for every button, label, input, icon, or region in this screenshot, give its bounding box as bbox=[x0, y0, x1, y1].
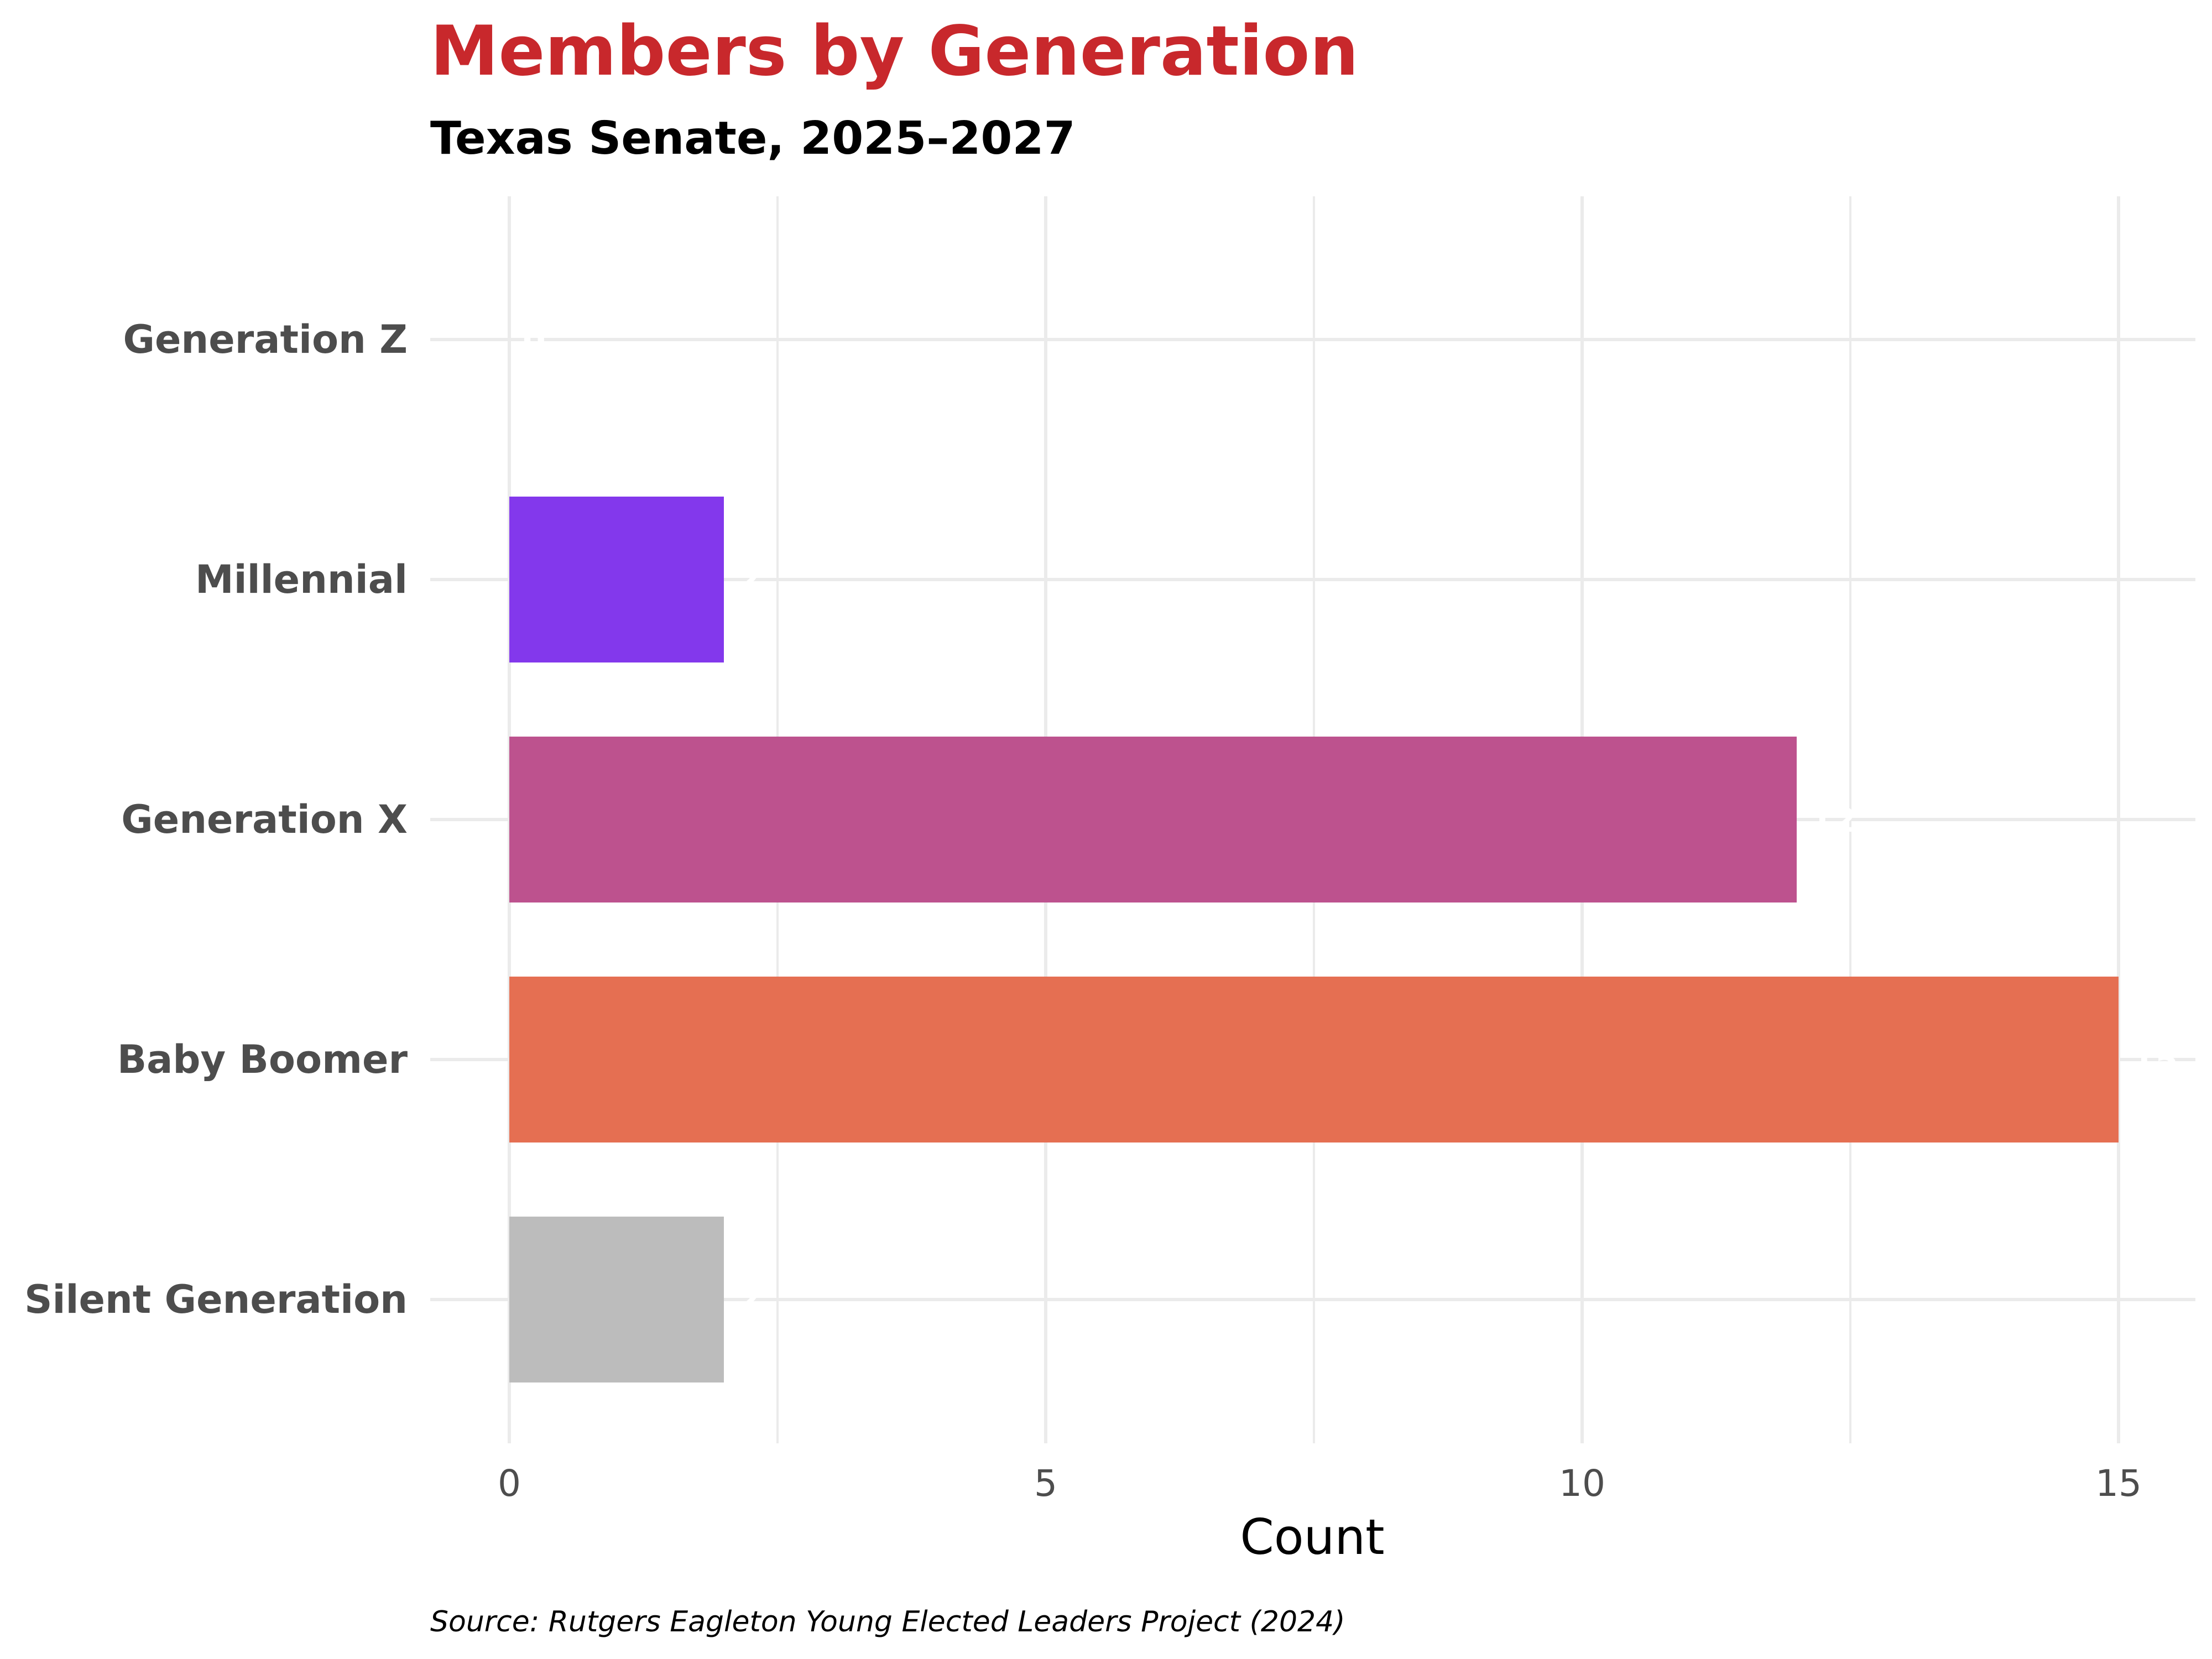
value-label-baby-boomer: 15 bbox=[2132, 1041, 2178, 1080]
category-label-generation-x: Generation X bbox=[121, 797, 408, 842]
category-label-generation-z: Generation Z bbox=[123, 317, 408, 362]
x-tick-label: 5 bbox=[1034, 1462, 1057, 1505]
x-axis-title: Count bbox=[1240, 1509, 1384, 1566]
category-label-silent-generation: Silent Generation bbox=[24, 1277, 408, 1322]
category-label-millennial: Millennial bbox=[195, 557, 408, 602]
value-labels-layer: 0 2 12 15 2 bbox=[523, 321, 2178, 1320]
x-tick-label: 15 bbox=[2095, 1462, 2142, 1505]
x-tick-label: 10 bbox=[1559, 1462, 1605, 1505]
bar-silent-generation bbox=[509, 1217, 724, 1383]
category-label-baby-boomer: Baby Boomer bbox=[117, 1037, 408, 1082]
bar-generation-x bbox=[509, 737, 1797, 902]
bar-millennial bbox=[509, 497, 724, 662]
value-label-generation-x: 12 bbox=[1810, 801, 1856, 840]
bar-baby-boomer bbox=[509, 977, 2119, 1142]
x-tick-label: 0 bbox=[498, 1462, 521, 1505]
bars-layer bbox=[509, 497, 2119, 1383]
chart-title: Members by Generation bbox=[430, 12, 1359, 91]
chart-subtitle: Texas Senate, 2025–2027 bbox=[430, 112, 1076, 165]
value-label-millennial: 2 bbox=[737, 561, 760, 600]
tick-labels-layer: 0 5 10 15 bbox=[498, 1462, 2142, 1505]
value-label-silent-generation: 2 bbox=[737, 1281, 760, 1320]
chart-caption: Source: Rutgers Eagleton Young Elected L… bbox=[430, 1605, 1345, 1639]
value-label-generation-z: 0 bbox=[523, 321, 546, 360]
category-labels-layer: Generation Z Millennial Generation X Baby B… bbox=[24, 317, 408, 1322]
